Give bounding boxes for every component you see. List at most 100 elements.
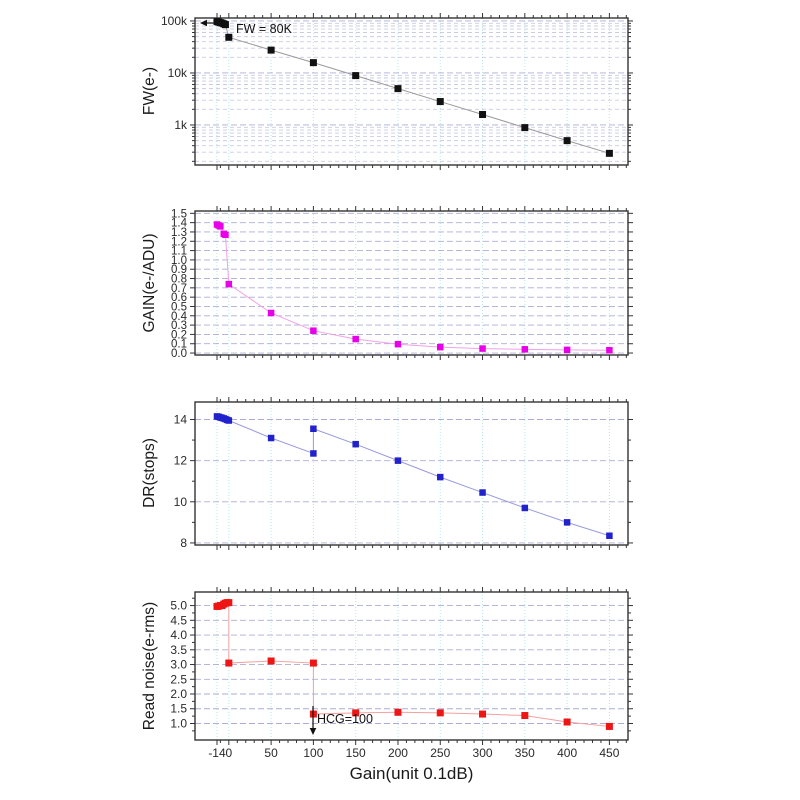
- data-point: [352, 709, 360, 717]
- panel-frame: [194, 17, 629, 166]
- series-dynamic-range: [213, 413, 613, 539]
- x-tick-label: 250: [430, 746, 450, 760]
- data-point: [606, 532, 613, 539]
- annotation-arrow: [309, 706, 317, 735]
- y-tick-label: 4.0: [170, 628, 187, 642]
- data-point: [310, 327, 317, 334]
- data-point: [521, 504, 529, 512]
- data-point: [352, 335, 359, 343]
- data-point: [394, 708, 402, 716]
- data-point: [521, 712, 529, 720]
- annotation-hcg-100: HCG=100: [317, 712, 373, 726]
- y-tick-label: 0.8: [171, 274, 187, 286]
- grid-horizontal: [195, 605, 628, 724]
- annotation-arrow: [200, 19, 215, 27]
- data-point: [222, 231, 229, 239]
- data-point: [606, 346, 613, 354]
- panel-frame: [194, 401, 629, 546]
- data-point: [521, 346, 529, 353]
- y-tick-label: 3.5: [170, 643, 187, 657]
- y-tick-label: 1.4: [171, 218, 188, 230]
- data-point: [436, 98, 444, 106]
- panel-gain: 0.00.10.20.30.40.50.60.70.80.91.01.11.21…: [171, 206, 633, 360]
- y-tick-label: 10k: [168, 66, 188, 80]
- y-axis-title-gain: GAIN(e-/ADU): [141, 233, 158, 333]
- y-tick-label: 1.0: [170, 716, 187, 730]
- panel-full-well: 1k 10k 100k: [161, 13, 633, 170]
- panel-dynamic-range: 8 10 12 14: [174, 397, 633, 550]
- data-point: [310, 425, 317, 432]
- grid-vertical: [216, 592, 610, 740]
- data-point: [309, 659, 317, 667]
- data-point: [225, 659, 233, 667]
- data-point: [267, 46, 275, 54]
- x-tick-labels: -14 0 50 100 150 200 250 300 350 400 450: [208, 746, 619, 760]
- grid-horizontal: [195, 20, 628, 162]
- data-point: [225, 280, 233, 288]
- y-tick-label: 4.5: [170, 613, 187, 627]
- grid-horizontal: [195, 212, 628, 354]
- series-gain: [213, 221, 613, 354]
- y-tick-label: 0.3: [171, 320, 187, 332]
- data-point: [267, 309, 275, 317]
- panel-frame: [194, 591, 629, 741]
- y-tick-label: 8: [180, 536, 187, 550]
- series-full-well: [213, 18, 613, 157]
- y-tick-label: 0.6: [171, 292, 187, 304]
- data-point: [394, 340, 402, 348]
- y-tick-label: 10: [174, 495, 188, 509]
- x-tick-label: 200: [388, 746, 408, 760]
- y-tick-label: 3.0: [170, 658, 187, 672]
- tick-marks: [190, 13, 633, 170]
- x-tick-label: 350: [515, 746, 535, 760]
- x-tick-label: -14: [208, 746, 226, 760]
- panel-read-noise: 1.01.52.02.53.03.54.04.55.0 -14 0 50 100 150 2…: [170, 587, 633, 760]
- y-tick-label: 2.0: [170, 687, 187, 701]
- y-axis-title-fw: FW(e-): [141, 66, 158, 116]
- data-point: [437, 473, 444, 481]
- data-point: [267, 657, 275, 665]
- data-point: [605, 149, 613, 157]
- y-tick-labels: 1k 10k 100k: [161, 14, 188, 132]
- grid-vertical: [216, 18, 610, 165]
- data-point: [267, 434, 275, 442]
- x-tick-label: 0: [225, 746, 232, 760]
- data-point: [521, 124, 529, 132]
- x-axis-title: Gain(unit 0.1dB): [349, 764, 474, 783]
- y-tick-label: 0.4: [171, 311, 188, 323]
- data-point: [479, 345, 486, 352]
- data-point: [217, 223, 224, 230]
- y-tick-label: 1.2: [171, 236, 187, 248]
- data-point: [352, 72, 360, 80]
- annotation-fw-80k: FW = 80K: [236, 22, 292, 36]
- y-tick-label: 2.5: [170, 672, 187, 686]
- data-point: [352, 440, 359, 448]
- y-tick-label: 0.9: [171, 264, 187, 276]
- x-tick-label: 300: [473, 746, 493, 760]
- data-point: [479, 111, 487, 119]
- grid-horizontal: [195, 419, 628, 544]
- x-tick-label: 150: [346, 746, 366, 760]
- y-tick-label: 1k: [174, 118, 188, 132]
- tick-marks: [190, 587, 633, 745]
- x-tick-label: 450: [599, 746, 619, 760]
- data-point: [436, 709, 444, 717]
- data-point: [563, 137, 571, 145]
- y-tick-label: 0.1: [171, 339, 187, 351]
- data-point: [394, 457, 402, 464]
- panel-frame: [194, 210, 629, 356]
- y-tick-label: 12: [174, 454, 188, 468]
- data-point: [221, 21, 229, 29]
- data-point: [225, 417, 233, 424]
- data-point: [225, 599, 233, 607]
- grid-vertical: [216, 402, 610, 545]
- data-point: [479, 489, 486, 496]
- y-tick-labels: 1.01.52.02.53.03.54.04.55.0: [170, 599, 187, 731]
- data-point: [394, 85, 402, 93]
- y-tick-label: 1.0: [171, 255, 187, 267]
- data-point: [563, 346, 571, 354]
- data-point: [605, 722, 613, 730]
- data-point: [225, 33, 233, 41]
